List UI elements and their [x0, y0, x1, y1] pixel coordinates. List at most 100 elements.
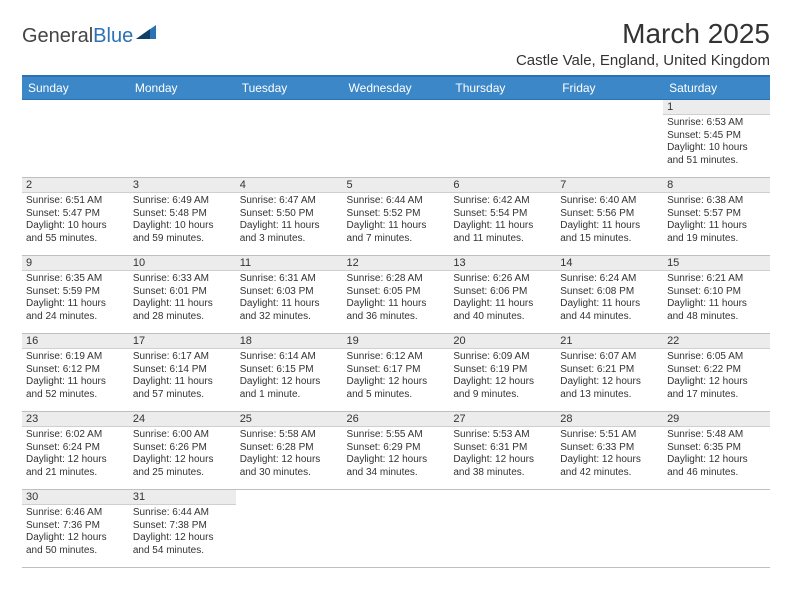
day-number: 11: [236, 256, 343, 271]
day-detail: Sunrise: 6:26 AMSunset: 6:06 PMDaylight:…: [449, 271, 556, 325]
day-detail: Sunrise: 6:35 AMSunset: 5:59 PMDaylight:…: [22, 271, 129, 325]
day-detail: Sunrise: 6:44 AMSunset: 5:52 PMDaylight:…: [343, 193, 450, 247]
day-detail: Sunrise: 6:51 AMSunset: 5:47 PMDaylight:…: [22, 193, 129, 247]
calendar-day-cell: 20Sunrise: 6:09 AMSunset: 6:19 PMDayligh…: [449, 334, 556, 412]
day-number: 4: [236, 178, 343, 193]
day-detail: Sunrise: 6:33 AMSunset: 6:01 PMDaylight:…: [129, 271, 236, 325]
logo-text-2: Blue: [93, 25, 133, 48]
calendar-week-row: 30Sunrise: 6:46 AMSunset: 7:36 PMDayligh…: [22, 490, 770, 568]
calendar-week-row: 23Sunrise: 6:02 AMSunset: 6:24 PMDayligh…: [22, 412, 770, 490]
day-detail: Sunrise: 6:09 AMSunset: 6:19 PMDaylight:…: [449, 349, 556, 403]
calendar-day-cell: [556, 100, 663, 178]
day-detail: Sunrise: 6:44 AMSunset: 7:38 PMDaylight:…: [129, 505, 236, 559]
calendar-day-cell: [236, 490, 343, 568]
weekday-header: Tuesday: [236, 76, 343, 100]
day-detail: Sunrise: 6:38 AMSunset: 5:57 PMDaylight:…: [663, 193, 770, 247]
calendar-day-cell: 13Sunrise: 6:26 AMSunset: 6:06 PMDayligh…: [449, 256, 556, 334]
day-number: 2: [22, 178, 129, 193]
calendar-day-cell: [556, 490, 663, 568]
calendar-day-cell: 1Sunrise: 6:53 AMSunset: 5:45 PMDaylight…: [663, 100, 770, 178]
logo: GeneralBlue: [22, 22, 156, 51]
day-number: 30: [22, 490, 129, 505]
day-detail: Sunrise: 5:53 AMSunset: 6:31 PMDaylight:…: [449, 427, 556, 481]
calendar-week-row: 16Sunrise: 6:19 AMSunset: 6:12 PMDayligh…: [22, 334, 770, 412]
calendar-day-cell: 23Sunrise: 6:02 AMSunset: 6:24 PMDayligh…: [22, 412, 129, 490]
calendar-day-cell: 26Sunrise: 5:55 AMSunset: 6:29 PMDayligh…: [343, 412, 450, 490]
calendar-day-cell: 6Sunrise: 6:42 AMSunset: 5:54 PMDaylight…: [449, 178, 556, 256]
day-number: 5: [343, 178, 450, 193]
calendar-day-cell: 7Sunrise: 6:40 AMSunset: 5:56 PMDaylight…: [556, 178, 663, 256]
calendar-day-cell: [343, 100, 450, 178]
day-number: 27: [449, 412, 556, 427]
day-number: 6: [449, 178, 556, 193]
day-number: 9: [22, 256, 129, 271]
calendar-day-cell: [449, 490, 556, 568]
calendar-day-cell: [663, 490, 770, 568]
weekday-header: Sunday: [22, 76, 129, 100]
calendar-day-cell: 25Sunrise: 5:58 AMSunset: 6:28 PMDayligh…: [236, 412, 343, 490]
day-number: 10: [129, 256, 236, 271]
day-detail: Sunrise: 6:19 AMSunset: 6:12 PMDaylight:…: [22, 349, 129, 403]
day-detail: Sunrise: 6:47 AMSunset: 5:50 PMDaylight:…: [236, 193, 343, 247]
weekday-header: Thursday: [449, 76, 556, 100]
calendar-day-cell: 4Sunrise: 6:47 AMSunset: 5:50 PMDaylight…: [236, 178, 343, 256]
day-number: 19: [343, 334, 450, 349]
day-number: 22: [663, 334, 770, 349]
day-detail: Sunrise: 6:46 AMSunset: 7:36 PMDaylight:…: [22, 505, 129, 559]
day-detail: Sunrise: 6:05 AMSunset: 6:22 PMDaylight:…: [663, 349, 770, 403]
day-number: 1: [663, 100, 770, 115]
day-number: 7: [556, 178, 663, 193]
calendar-day-cell: 3Sunrise: 6:49 AMSunset: 5:48 PMDaylight…: [129, 178, 236, 256]
calendar-day-cell: 10Sunrise: 6:33 AMSunset: 6:01 PMDayligh…: [129, 256, 236, 334]
day-number: 23: [22, 412, 129, 427]
day-number: 8: [663, 178, 770, 193]
calendar-day-cell: 2Sunrise: 6:51 AMSunset: 5:47 PMDaylight…: [22, 178, 129, 256]
calendar-table: SundayMondayTuesdayWednesdayThursdayFrid…: [22, 75, 770, 568]
day-number: 20: [449, 334, 556, 349]
weekday-header: Monday: [129, 76, 236, 100]
day-number: 25: [236, 412, 343, 427]
calendar-week-row: 9Sunrise: 6:35 AMSunset: 5:59 PMDaylight…: [22, 256, 770, 334]
calendar-day-cell: 21Sunrise: 6:07 AMSunset: 6:21 PMDayligh…: [556, 334, 663, 412]
day-number: 3: [129, 178, 236, 193]
logo-text-1: General: [22, 25, 93, 48]
day-detail: Sunrise: 6:53 AMSunset: 5:45 PMDaylight:…: [663, 115, 770, 169]
location: Castle Vale, England, United Kingdom: [516, 52, 770, 69]
day-number: 15: [663, 256, 770, 271]
calendar-day-cell: 16Sunrise: 6:19 AMSunset: 6:12 PMDayligh…: [22, 334, 129, 412]
day-number: 13: [449, 256, 556, 271]
calendar-day-cell: [129, 100, 236, 178]
logo-triangle-icon: [136, 22, 156, 45]
calendar-day-cell: 14Sunrise: 6:24 AMSunset: 6:08 PMDayligh…: [556, 256, 663, 334]
day-detail: Sunrise: 6:17 AMSunset: 6:14 PMDaylight:…: [129, 349, 236, 403]
day-detail: Sunrise: 5:58 AMSunset: 6:28 PMDaylight:…: [236, 427, 343, 481]
calendar-day-cell: 12Sunrise: 6:28 AMSunset: 6:05 PMDayligh…: [343, 256, 450, 334]
calendar-day-cell: 15Sunrise: 6:21 AMSunset: 6:10 PMDayligh…: [663, 256, 770, 334]
day-detail: Sunrise: 6:28 AMSunset: 6:05 PMDaylight:…: [343, 271, 450, 325]
weekday-header: Saturday: [663, 76, 770, 100]
day-number: 18: [236, 334, 343, 349]
calendar-day-cell: 27Sunrise: 5:53 AMSunset: 6:31 PMDayligh…: [449, 412, 556, 490]
day-detail: Sunrise: 6:21 AMSunset: 6:10 PMDaylight:…: [663, 271, 770, 325]
day-detail: Sunrise: 6:40 AMSunset: 5:56 PMDaylight:…: [556, 193, 663, 247]
weekday-header: Wednesday: [343, 76, 450, 100]
calendar-day-cell: 17Sunrise: 6:17 AMSunset: 6:14 PMDayligh…: [129, 334, 236, 412]
calendar-day-cell: [236, 100, 343, 178]
day-number: 12: [343, 256, 450, 271]
day-detail: Sunrise: 5:55 AMSunset: 6:29 PMDaylight:…: [343, 427, 450, 481]
day-detail: Sunrise: 5:51 AMSunset: 6:33 PMDaylight:…: [556, 427, 663, 481]
day-number: 28: [556, 412, 663, 427]
day-detail: Sunrise: 6:07 AMSunset: 6:21 PMDaylight:…: [556, 349, 663, 403]
day-detail: Sunrise: 6:02 AMSunset: 6:24 PMDaylight:…: [22, 427, 129, 481]
calendar-day-cell: 30Sunrise: 6:46 AMSunset: 7:36 PMDayligh…: [22, 490, 129, 568]
calendar-week-row: 2Sunrise: 6:51 AMSunset: 5:47 PMDaylight…: [22, 178, 770, 256]
weekday-header: Friday: [556, 76, 663, 100]
calendar-day-cell: 18Sunrise: 6:14 AMSunset: 6:15 PMDayligh…: [236, 334, 343, 412]
day-detail: Sunrise: 6:31 AMSunset: 6:03 PMDaylight:…: [236, 271, 343, 325]
calendar-week-row: 1Sunrise: 6:53 AMSunset: 5:45 PMDaylight…: [22, 100, 770, 178]
day-detail: Sunrise: 6:12 AMSunset: 6:17 PMDaylight:…: [343, 349, 450, 403]
calendar-day-cell: 31Sunrise: 6:44 AMSunset: 7:38 PMDayligh…: [129, 490, 236, 568]
calendar-day-cell: 8Sunrise: 6:38 AMSunset: 5:57 PMDaylight…: [663, 178, 770, 256]
day-detail: Sunrise: 5:48 AMSunset: 6:35 PMDaylight:…: [663, 427, 770, 481]
calendar-day-cell: [22, 100, 129, 178]
